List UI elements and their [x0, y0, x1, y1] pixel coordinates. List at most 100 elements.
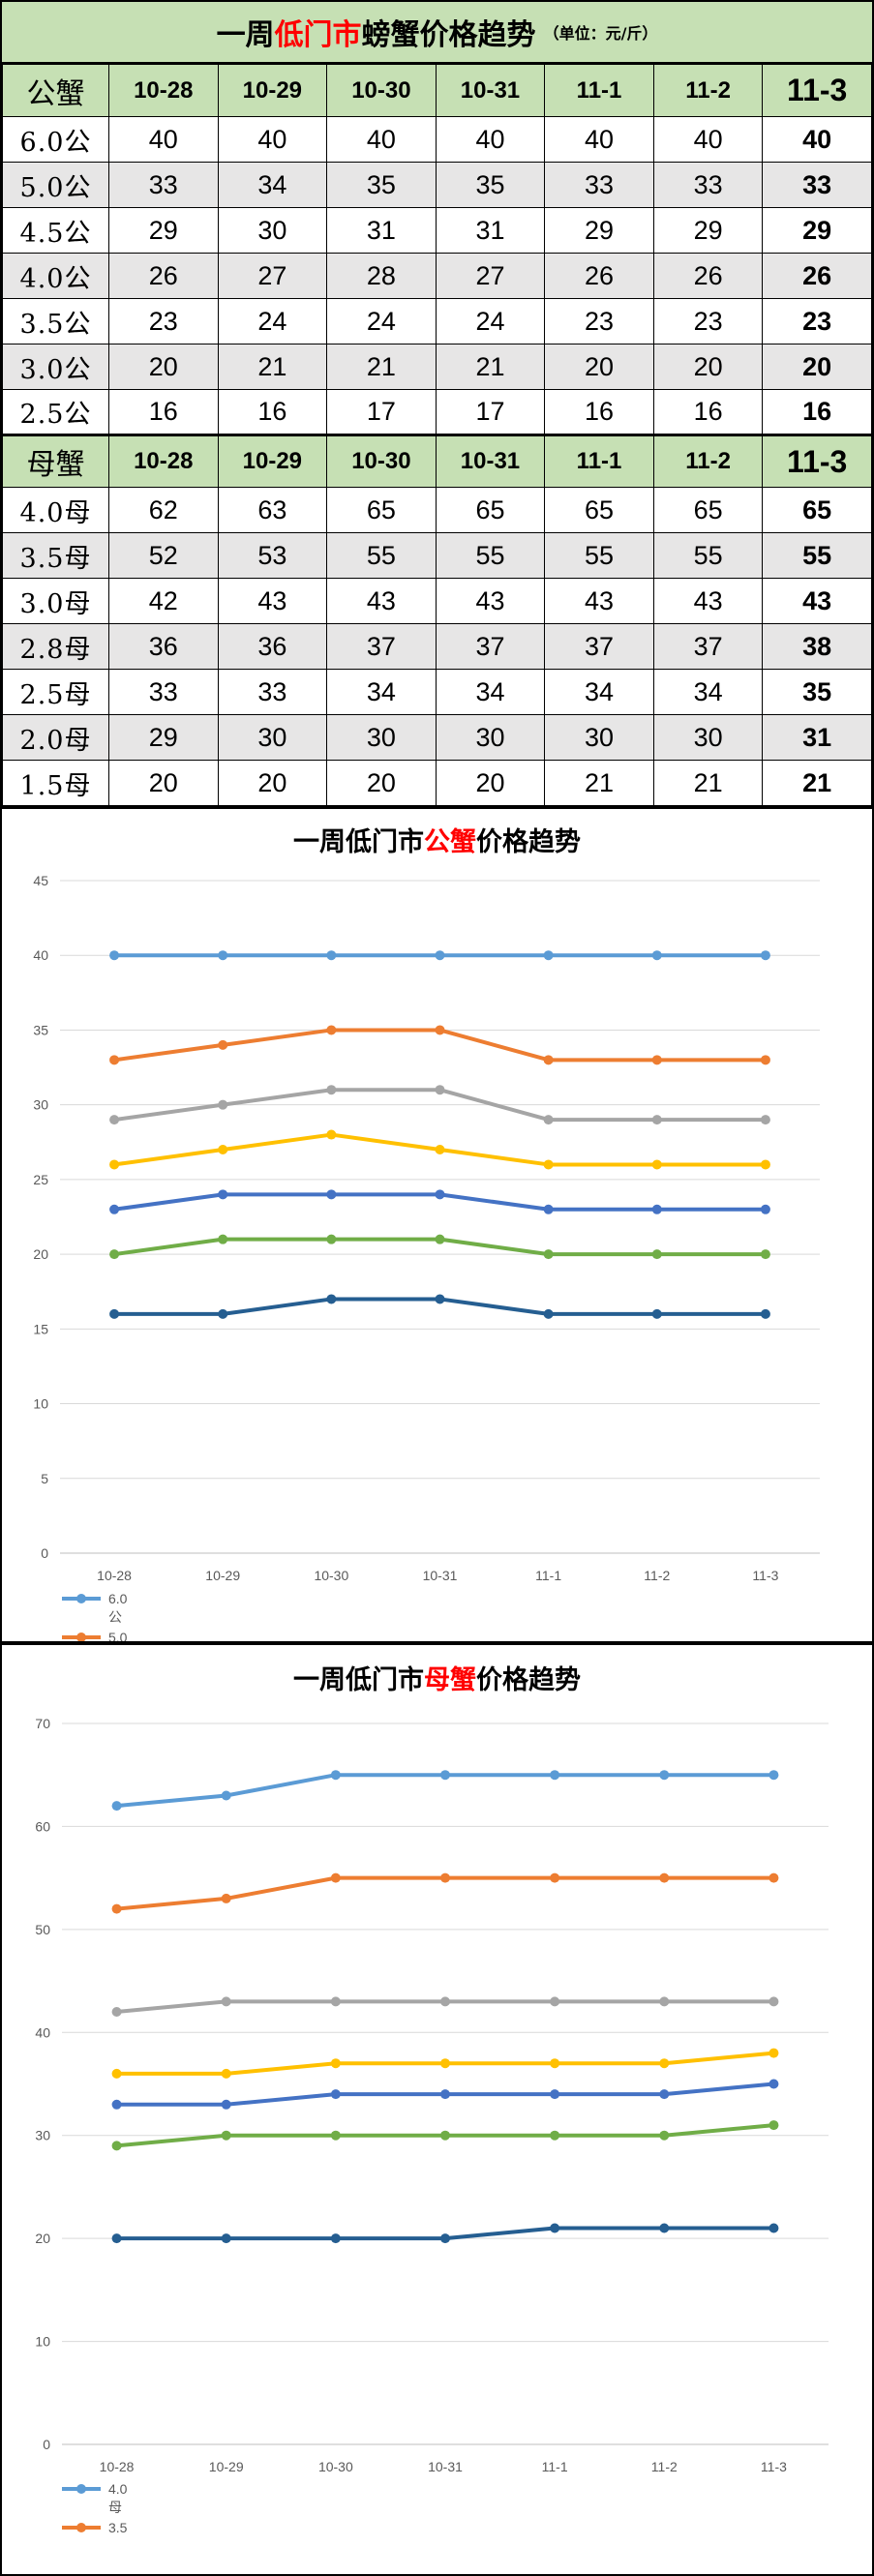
price-cell: 21 [217, 344, 328, 390]
price-cell: 30 [217, 207, 328, 254]
male-chart-title-suffix: 价格趋势 [476, 827, 581, 857]
y-tick-label: 60 [35, 1818, 50, 1834]
price-cell: 34 [217, 162, 328, 208]
date-header: 10-28 [108, 64, 219, 117]
data-point [221, 1996, 231, 2007]
data-point [440, 2058, 450, 2069]
price-cell: 53 [217, 532, 328, 579]
y-tick-label: 30 [35, 2128, 50, 2143]
price-cell: 37 [652, 623, 764, 670]
male-chart-title-highlight: 公蟹 [424, 827, 476, 857]
data-point [330, 2089, 341, 2100]
row-label: 4.0母 [2, 487, 109, 533]
price-cell: 30 [652, 714, 764, 761]
data-point [760, 1249, 770, 1260]
data-point [659, 2223, 670, 2233]
price-cell: 29 [108, 714, 219, 761]
table-row: 3.5母 52 53 55 55 55 55 55 [2, 532, 872, 579]
x-tick-label: 10-30 [314, 1568, 348, 1583]
table_female-header-label: 母蟹 [2, 434, 109, 488]
data-point [435, 950, 445, 961]
data-point [330, 2130, 341, 2141]
x-tick-label: 11-3 [761, 2459, 787, 2474]
data-point [326, 1085, 337, 1095]
price-cell: 43 [435, 578, 546, 624]
data-point [659, 2058, 670, 2069]
price-cell: 31 [762, 714, 872, 761]
date-header: 11-3 [762, 434, 872, 488]
price-cell: 21 [435, 344, 546, 390]
price-cell: 29 [544, 207, 654, 254]
data-point [330, 2058, 341, 2069]
data-point [111, 2233, 122, 2244]
price-cell: 62 [108, 487, 219, 533]
price-cell: 16 [762, 389, 872, 435]
price-cell: 65 [544, 487, 654, 533]
data-point [769, 2120, 779, 2131]
female-chart-title-prefix: 一周低门市 [293, 1665, 424, 1695]
price-cell: 26 [762, 253, 872, 299]
price-cell: 37 [326, 623, 437, 670]
data-point [760, 1055, 770, 1065]
data-point [769, 2048, 779, 2058]
data-point [218, 1039, 228, 1050]
price-cell: 29 [652, 207, 764, 254]
price-cell: 35 [762, 669, 872, 715]
price-cell: 55 [652, 532, 764, 579]
data-point [218, 1189, 228, 1200]
price-cell: 24 [217, 298, 328, 344]
data-point [543, 1115, 554, 1125]
data-point [330, 2233, 341, 2244]
price-cell: 40 [217, 116, 328, 163]
price-cell: 23 [762, 298, 872, 344]
price-table: 公蟹 10-28 10-29 10-30 10-31 11-1 11-2 11-3 6.0公 40… [2, 64, 872, 806]
data-point [109, 1308, 120, 1319]
price-cell: 52 [108, 532, 219, 579]
price-cell: 36 [217, 623, 328, 670]
data-point [330, 1996, 341, 2007]
data-point [111, 2099, 122, 2110]
data-point [769, 1872, 779, 1883]
table-row: 4.0公 26 27 28 27 26 26 26 [2, 253, 872, 299]
row-label: 3.0母 [2, 578, 109, 624]
data-point [221, 2233, 231, 2244]
male-crab-chart: 一周低门市公蟹价格趋势 0 5 10 15 20 25 30 35 40 45 10-28 10-29… [0, 807, 874, 1643]
legend-label: 5.0 [108, 1630, 128, 1641]
legend-label: 6.0 [108, 1591, 128, 1606]
price-cell: 24 [435, 298, 546, 344]
table-row: 2.8母 36 36 37 37 37 37 38 [2, 623, 872, 670]
price-cell: 40 [108, 116, 219, 163]
price-cell: 30 [217, 714, 328, 761]
row-label: 3.5公 [2, 298, 109, 344]
table-row: 6.0公 40 40 40 40 40 40 40 [2, 116, 872, 163]
data-point [435, 1145, 445, 1154]
price-cell: 21 [326, 344, 437, 390]
data-point [550, 2130, 560, 2141]
table-row: 5.0公 33 34 35 35 33 33 33 [2, 162, 872, 208]
data-point [109, 1055, 120, 1065]
table_male-header-label: 公蟹 [2, 64, 109, 117]
data-point [326, 1129, 337, 1140]
price-cell: 33 [652, 162, 764, 208]
legend-label: 4.0 [108, 2481, 128, 2497]
price-cell: 63 [217, 487, 328, 533]
data-point [326, 1189, 337, 1200]
table-row: 4.0母 62 63 65 65 65 65 65 [2, 487, 872, 533]
price-cell: 40 [652, 116, 764, 163]
price-cell: 30 [326, 714, 437, 761]
data-point [109, 1204, 120, 1214]
data-point [435, 1294, 445, 1304]
price-cell: 20 [108, 344, 219, 390]
data-point [111, 2068, 122, 2079]
y-tick-label: 40 [33, 947, 48, 963]
price-cell: 33 [544, 162, 654, 208]
price-cell: 21 [652, 760, 764, 806]
female-crab-chart: 一周低门市母蟹价格趋势 0 10 20 30 40 50 60 70 10-28 10-29 10-… [0, 1643, 874, 2576]
y-tick-label: 10 [35, 2334, 50, 2350]
price-cell: 26 [544, 253, 654, 299]
data-point [651, 1115, 662, 1125]
price-cell: 29 [108, 207, 219, 254]
data-point [109, 1115, 120, 1125]
data-point [651, 1159, 662, 1170]
data-point [218, 1234, 228, 1244]
